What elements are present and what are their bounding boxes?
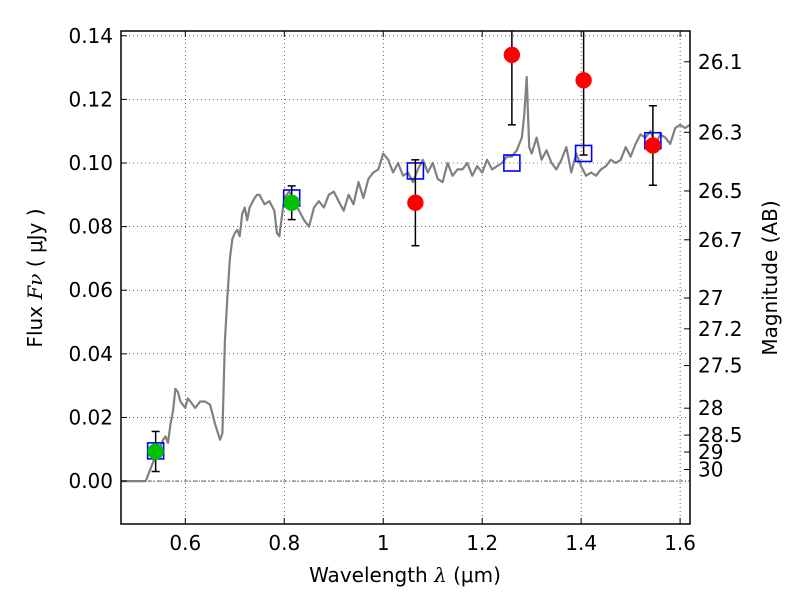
y-tick-label: 0.08	[68, 215, 113, 239]
x-axis-label-prefix: Wavelength	[309, 563, 434, 587]
x-tick-label: 1.4	[565, 531, 597, 555]
y-tick-label: 0.00	[68, 469, 113, 493]
magnitude-tick-label: 28	[698, 396, 723, 420]
grid	[121, 31, 690, 524]
model-sed-line	[121, 76, 691, 483]
x-tick-label: 0.8	[268, 531, 300, 555]
magnitude-tick-label: 27	[698, 286, 723, 310]
magnitude-tick-label: 26.5	[698, 179, 743, 203]
observed-photometry-point	[147, 443, 164, 460]
observed-photometry-point	[407, 194, 424, 212]
model-photometry-marker	[503, 154, 521, 172]
y-tick-label: 0.10	[68, 151, 113, 175]
x-tick-label: 0.6	[169, 531, 201, 555]
x-tick-label: 1.6	[664, 531, 696, 555]
y-tick-label: 0.02	[68, 405, 113, 429]
y-tick-label: 0.12	[68, 87, 113, 111]
y-tick-label: 0.04	[68, 342, 113, 366]
observed-photometry-point	[283, 194, 300, 212]
axis-ticks: 0.6 0.8 1 1.2 1.4 1.6 0.00 0.02 0.04 0.06 0.08 0.10…	[68, 24, 742, 555]
magnitude-tick-label: 26.7	[698, 228, 743, 252]
x-tick-label: 1.2	[466, 531, 498, 555]
x-axis-label-symbol: λ	[433, 563, 447, 587]
axes-frame	[120, 30, 691, 525]
magnitude-tick-label: 27.2	[698, 317, 743, 341]
magnitude-tick-label: 26.3	[698, 120, 743, 144]
x-axis-label-units: (μm)	[447, 563, 501, 587]
observed-photometry-point	[644, 137, 662, 154]
observed-photometry-point	[503, 46, 521, 64]
magnitude-axis-label: Magnitude (AB)	[758, 200, 782, 355]
magnitude-tick-label: 30	[698, 458, 723, 482]
plot-area	[121, 31, 691, 483]
magnitude-tick-label: 28.5	[698, 423, 743, 447]
y-tick-label: 0.06	[68, 278, 113, 302]
x-tick-label: 1	[377, 531, 390, 555]
x-axis-label: Wavelength λ (μm)	[309, 563, 501, 587]
magnitude-tick-label: 27.5	[698, 354, 743, 378]
y-axis-label-symbol: Fν	[23, 274, 47, 301]
y-tick-label: 0.14	[68, 24, 113, 48]
y-axis-label-prefix: Flux	[23, 300, 47, 348]
y-axis-label-units: ( μJy )	[23, 208, 47, 273]
magnitude-tick-label: 26.1	[698, 50, 743, 74]
y-axis-label: Flux Fν ( μJy )	[23, 208, 47, 347]
observed-photometry-point	[575, 72, 592, 89]
magnitude-tick-label: 29	[698, 440, 723, 464]
